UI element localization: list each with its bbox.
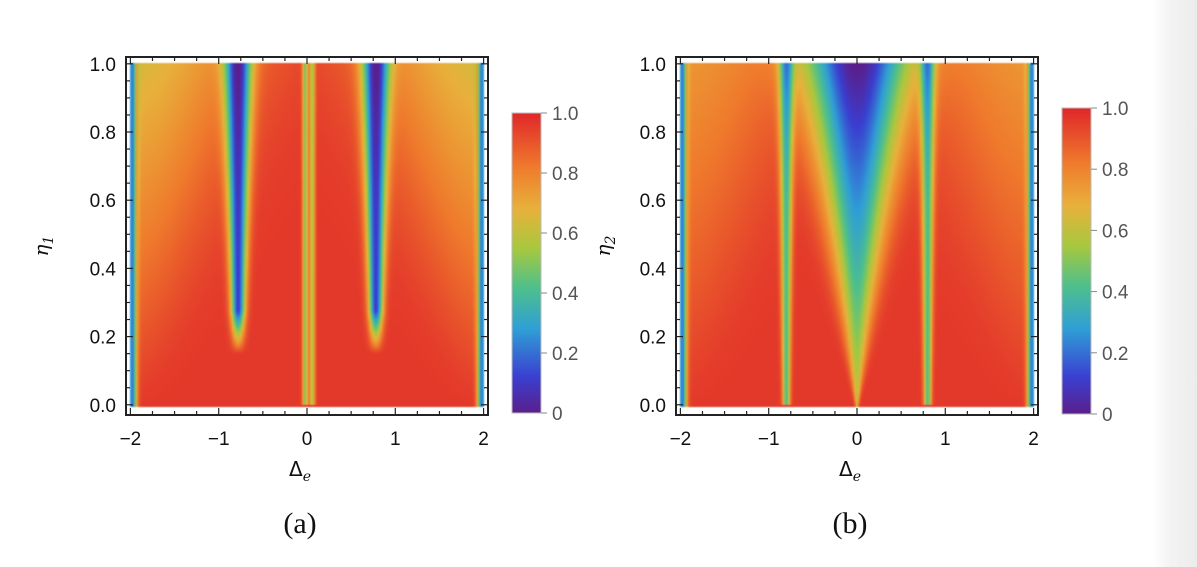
colorbar-tick-label: 0.6 <box>1102 221 1128 242</box>
colorbar-tick-label: 0 <box>1102 405 1113 426</box>
colorbar-tick-label: 0.6 <box>552 224 578 245</box>
y-axis-label-a: η1 <box>29 236 57 257</box>
x-tick-label: 0 <box>302 429 313 450</box>
x-tick-label: −2 <box>120 429 142 450</box>
x-tick-labels-a: −2 −1 0 1 2 <box>120 429 489 450</box>
x-tick-label: 0 <box>852 429 863 450</box>
colorbar-tick-label: 1.0 <box>552 104 578 125</box>
colorbar-tick-label: 0 <box>552 404 563 425</box>
y-tick-labels-b: 0.0 0.2 0.4 0.6 0.8 1.0 <box>640 55 667 417</box>
y-tick-labels-a: 0.0 0.2 0.4 0.6 0.8 1.0 <box>90 55 117 417</box>
y-tick-label: 0.2 <box>640 328 666 349</box>
caption-a: (a) <box>283 507 316 540</box>
colorbar-tick-label: 1.0 <box>1102 99 1128 120</box>
y-tick-label: 0.4 <box>90 259 117 280</box>
x-axis-label-a: Δe <box>289 457 311 485</box>
y-tick-label: 0.0 <box>640 396 666 417</box>
x-tick-label: −2 <box>670 429 692 450</box>
x-tick-label: 2 <box>1028 429 1039 450</box>
x-tick-label: −1 <box>208 429 230 450</box>
axis-ticks-b <box>676 57 1038 415</box>
axis-ticks-a <box>126 57 488 415</box>
colorbar-tick-label: 0.2 <box>552 344 578 365</box>
colorbar-tick-label: 0.8 <box>1102 160 1128 181</box>
panel-a: −2 −1 0 1 2 0.0 0.2 0.4 0.6 0.8 1.0 Δe η1 0 0.2 0.4… <box>29 55 579 540</box>
y-tick-label: 0.0 <box>90 396 116 417</box>
y-tick-label: 0.8 <box>90 123 116 144</box>
x-tick-label: 2 <box>478 429 489 450</box>
colorbar-ticks-b: 0 0.2 0.4 0.6 0.8 1.0 <box>1091 99 1129 426</box>
y-tick-label: 1.0 <box>90 55 116 76</box>
page-edge-shade <box>1153 0 1197 567</box>
panel-b: −2 −1 0 1 2 0.0 0.2 0.4 0.6 0.8 1.0 Δe η2 0 0.2 0.4… <box>591 55 1129 540</box>
heatmap-image-b <box>676 57 1038 415</box>
x-tick-label: 1 <box>940 429 951 450</box>
x-axis-label-b: Δe <box>839 457 861 485</box>
y-tick-label: 0.4 <box>640 259 667 280</box>
colorbar-b <box>1061 107 1092 415</box>
y-tick-label: 1.0 <box>640 55 666 76</box>
colorbar-ticks-a: 0 0.2 0.4 0.6 0.8 1.0 <box>541 104 579 425</box>
colorbar-tick-label: 0.4 <box>552 284 579 305</box>
x-tick-label: −1 <box>758 429 780 450</box>
y-tick-label: 0.6 <box>90 191 116 212</box>
colorbar-tick-label: 0.2 <box>1102 344 1128 365</box>
colorbar-tick-label: 0.4 <box>1102 283 1129 304</box>
colorbar-a <box>511 112 542 414</box>
colorbar-tick-label: 0.8 <box>552 164 578 185</box>
caption-b: (b) <box>833 507 868 540</box>
y-axis-label-b: η2 <box>591 235 619 256</box>
y-tick-label: 0.8 <box>640 123 666 144</box>
x-tick-labels-b: −2 −1 0 1 2 <box>670 429 1039 450</box>
x-tick-label: 1 <box>390 429 401 450</box>
heatmap-image-a <box>126 57 488 415</box>
y-tick-label: 0.2 <box>90 328 116 349</box>
y-tick-label: 0.6 <box>640 191 666 212</box>
